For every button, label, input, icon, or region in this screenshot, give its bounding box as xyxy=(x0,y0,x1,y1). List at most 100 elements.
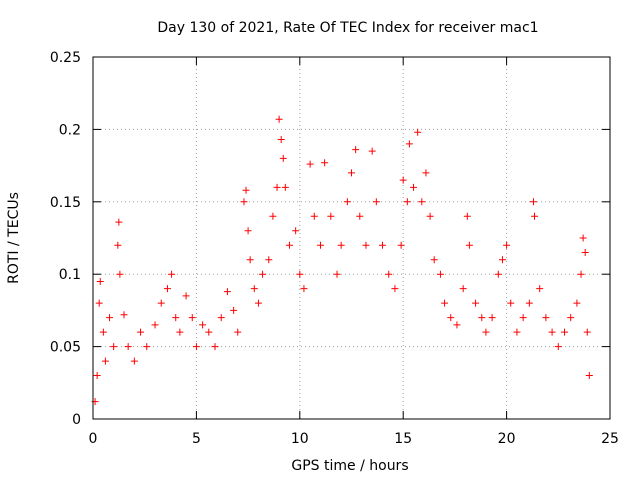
data-point xyxy=(199,321,207,329)
data-point xyxy=(240,198,248,206)
data-point xyxy=(536,285,544,293)
data-points xyxy=(91,115,593,406)
data-point xyxy=(436,270,444,278)
data-point xyxy=(368,147,376,155)
data-point xyxy=(391,285,399,293)
data-point xyxy=(567,314,575,322)
data-point xyxy=(465,241,473,249)
data-point xyxy=(441,299,449,307)
data-point xyxy=(321,159,329,167)
data-point xyxy=(561,328,569,336)
data-point xyxy=(531,212,539,220)
data-point xyxy=(422,169,430,177)
data-point xyxy=(337,241,345,249)
data-point xyxy=(124,343,132,351)
y-tick-label: 0 xyxy=(72,412,81,428)
data-point xyxy=(269,212,277,220)
data-point xyxy=(137,328,145,336)
data-point xyxy=(333,270,341,278)
data-point xyxy=(130,357,138,365)
data-point xyxy=(250,285,258,293)
data-point xyxy=(327,212,335,220)
data-point xyxy=(488,314,496,322)
data-point xyxy=(372,198,380,206)
data-point xyxy=(101,357,109,365)
data-point xyxy=(414,128,422,136)
data-point xyxy=(348,169,355,177)
data-point xyxy=(217,314,225,322)
y-tick-label: 0.2 xyxy=(59,122,81,138)
data-point xyxy=(548,328,556,336)
data-point xyxy=(244,227,252,235)
data-point xyxy=(410,183,418,191)
data-point xyxy=(525,299,533,307)
data-point xyxy=(356,212,364,220)
data-point xyxy=(120,311,128,319)
data-point xyxy=(494,270,502,278)
data-point xyxy=(482,328,490,336)
data-point xyxy=(265,256,273,264)
data-point xyxy=(192,343,200,351)
data-point xyxy=(405,140,413,148)
data-point xyxy=(110,343,118,351)
data-point xyxy=(182,292,190,300)
data-point xyxy=(275,115,283,123)
data-point xyxy=(259,270,267,278)
data-point xyxy=(554,343,562,351)
data-point xyxy=(310,212,318,220)
data-point xyxy=(426,212,434,220)
data-point xyxy=(99,328,107,336)
data-point xyxy=(96,277,104,285)
data-point xyxy=(157,299,165,307)
data-point xyxy=(583,328,591,336)
data-point xyxy=(176,328,184,336)
data-point xyxy=(106,314,114,322)
x-tick-label: 25 xyxy=(601,431,619,447)
x-tick-label: 10 xyxy=(291,431,309,447)
data-point xyxy=(579,234,587,242)
data-point xyxy=(397,241,405,249)
data-point xyxy=(306,160,314,168)
data-point xyxy=(285,241,293,249)
data-point xyxy=(279,154,287,162)
data-point xyxy=(188,314,196,322)
data-point xyxy=(529,198,537,206)
data-point xyxy=(95,299,103,307)
data-point xyxy=(281,183,289,191)
axis-ticks xyxy=(92,56,611,420)
data-point xyxy=(116,270,124,278)
x-tick-label: 0 xyxy=(89,431,98,447)
data-point xyxy=(172,314,180,322)
data-point xyxy=(114,241,122,249)
data-point xyxy=(385,270,393,278)
data-point xyxy=(453,321,461,329)
data-point xyxy=(573,299,581,307)
data-point xyxy=(577,270,585,278)
data-point xyxy=(292,227,300,235)
grid-lines xyxy=(93,57,610,419)
x-tick-label: 20 xyxy=(498,431,516,447)
data-point xyxy=(403,198,411,206)
data-point xyxy=(459,285,467,293)
chart-title: Day 130 of 2021, Rate Of TEC Index for r… xyxy=(157,20,538,36)
y-tick-label: 0.25 xyxy=(50,50,81,66)
x-tick-label: 15 xyxy=(394,431,412,447)
x-tick-label: 5 xyxy=(192,431,201,447)
data-point xyxy=(418,198,426,206)
y-tick-labels: 0 0.05 0.1 0.15 0.2 0.25 xyxy=(50,50,81,428)
data-point xyxy=(478,314,486,322)
y-tick-label: 0.05 xyxy=(50,340,81,356)
data-point xyxy=(211,343,219,351)
data-point xyxy=(399,176,407,184)
data-point xyxy=(585,372,593,380)
data-point xyxy=(503,241,511,249)
y-tick-label: 0.1 xyxy=(59,267,81,283)
data-point xyxy=(343,198,351,206)
data-point xyxy=(507,299,515,307)
data-point xyxy=(246,256,254,264)
data-point xyxy=(300,285,308,293)
data-point xyxy=(230,306,238,314)
data-point xyxy=(472,299,480,307)
data-point xyxy=(223,288,231,296)
